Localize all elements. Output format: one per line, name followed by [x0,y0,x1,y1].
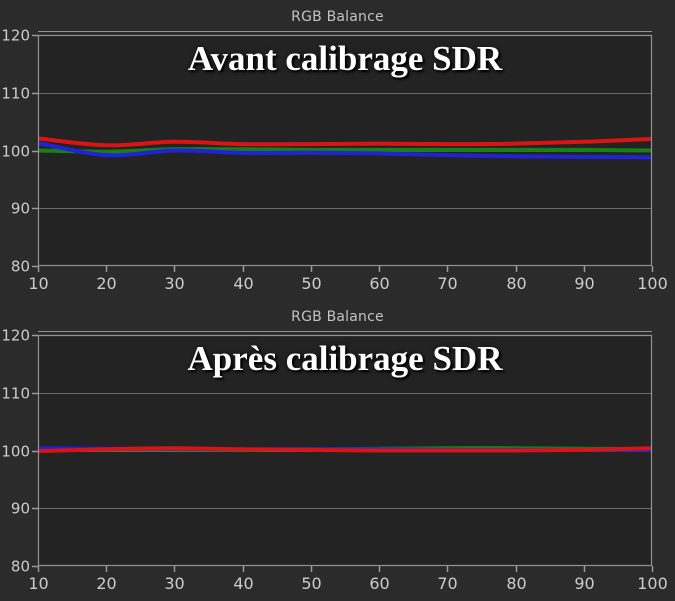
chart-avant-calibrage: RGB Balance 80 90 100 110 120 10 20 30 40 50 60 70 8… [0,0,675,300]
series-line-red [37,446,653,454]
chart-title: RGB Balance [291,309,384,325]
x-tick-label-70: 70 [437,574,457,593]
y-tick-label-120: 120 [1,327,30,345]
series-line-blue [37,141,653,160]
plot-border [37,334,653,567]
x-tick-label-90: 90 [574,274,594,293]
x-tick-label-60: 60 [369,574,389,593]
x-tick-label-90: 90 [574,574,594,593]
x-tick-label-60: 60 [369,274,389,293]
x-tick-label-80: 80 [506,274,526,293]
chart-apres-calibrage: RGB Balance 80 90 100 110 120 10 20 30 40 50 60 70 8… [0,300,675,601]
y-tick-label-80: 80 [11,558,30,576]
y-tick-label-80: 80 [11,258,30,276]
x-tick-label-30: 30 [164,574,184,593]
x-tick-label-10: 10 [28,274,48,293]
y-tick-label-110: 110 [1,385,30,403]
plot-border [37,34,653,267]
y-tick-label-90: 90 [11,500,30,518]
chart-annotation: Avant calibrage SDR [187,39,503,78]
x-tick-label-40: 40 [233,274,253,293]
chart-title: RGB Balance [291,9,384,25]
y-tick-label-90: 90 [11,200,30,218]
plot-canvas: 80 90 100 110 120 10 20 30 40 50 60 70 80 90 100 [1,327,668,594]
x-tick-label-20: 20 [96,274,116,293]
series-line-red [37,136,653,148]
x-tick-label-20: 20 [96,574,116,593]
y-tick-label-120: 120 [1,27,30,45]
x-tick-label-50: 50 [301,274,321,293]
x-tick-label-50: 50 [301,574,321,593]
y-tick-label-100: 100 [1,143,30,161]
x-tick-label-40: 40 [233,574,253,593]
x-tick-label-80: 80 [506,574,526,593]
plot-canvas: 80 90 100 110 120 10 20 30 40 50 60 70 80 90 100 [1,27,668,294]
chart-annotation: Après calibrage SDR [187,339,503,378]
x-tick-label-10: 10 [28,574,48,593]
series-line-green [37,147,653,154]
y-tick-label-110: 110 [1,85,30,103]
x-tick-label-70: 70 [437,274,457,293]
y-tick-label-100: 100 [1,443,30,461]
x-tick-label-100: 100 [637,574,668,593]
x-tick-label-100: 100 [637,274,668,293]
x-tick-label-30: 30 [164,274,184,293]
